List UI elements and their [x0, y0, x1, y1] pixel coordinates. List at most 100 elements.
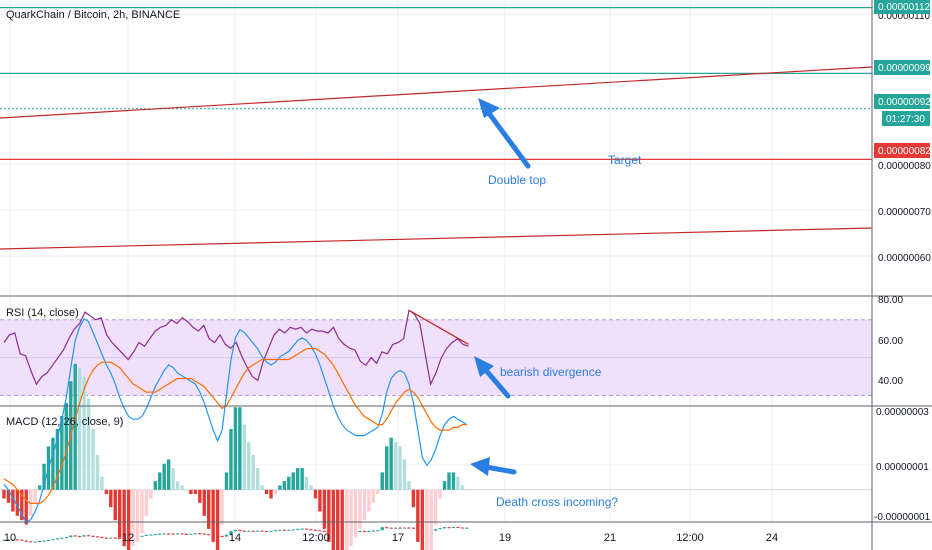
- macd-hist-bar: [24, 489, 28, 525]
- macd-hist-bar: [344, 489, 349, 550]
- macd-hist-bar: [233, 407, 238, 490]
- rsi-tick: 60.00: [878, 336, 903, 347]
- candle-body: [198, 533, 202, 535]
- candle-body: [175, 533, 180, 535]
- signal-line: [3, 348, 467, 504]
- macd-hist-bar: [64, 402, 68, 490]
- macd-hist-bar: [135, 489, 140, 542]
- candle-body: [69, 535, 73, 538]
- macd-hist-bar: [122, 489, 126, 547]
- macd-hist-bar: [420, 489, 424, 550]
- candle-body: [442, 527, 447, 529]
- macd-hist-bar: [296, 468, 300, 490]
- macd-hist-bar: [215, 489, 220, 550]
- rsi-tick: 40.00: [878, 376, 903, 387]
- candle-body: [140, 535, 144, 537]
- macd-hist-bar: [140, 489, 144, 534]
- macd-hist-bar: [442, 481, 447, 490]
- candle-body: [300, 528, 304, 530]
- macd-hist-bar: [278, 485, 282, 490]
- rsi-divergence-line: [408, 309, 469, 345]
- macd-line: [3, 317, 468, 524]
- macd-hist-bar: [229, 428, 233, 490]
- macd-hist-bar: [322, 489, 327, 529]
- candle-body: [2, 539, 6, 541]
- macd-hist-bar: [153, 481, 157, 490]
- macd-hist-bar: [37, 485, 42, 490]
- macd-hist-bar: [327, 489, 331, 542]
- candle-body: [451, 526, 456, 528]
- bearish-divergence-label: bearish divergence: [500, 365, 602, 379]
- price-badge-092: 0.00000092: [878, 97, 931, 108]
- candle-body: [60, 537, 64, 539]
- macd-hist-bar: [211, 489, 215, 542]
- macd-hist-bar: [247, 442, 251, 490]
- candle-body: [184, 533, 189, 535]
- time-tick: 17: [392, 532, 404, 544]
- macd-panel: [0, 317, 872, 550]
- macd-hist-bar: [429, 489, 433, 550]
- macd-hist-bar: [175, 481, 180, 490]
- rsi-panel-title: RSI (14, close): [6, 307, 79, 319]
- macd-tick: 0.00000003: [876, 407, 929, 418]
- macd-hist-bar: [371, 489, 376, 503]
- macd-hist-bar: [269, 489, 273, 499]
- macd-hist-bar: [224, 472, 229, 490]
- macd-hist-bar: [309, 485, 313, 490]
- macd-hist-bar: [264, 489, 269, 495]
- candle-body: [371, 530, 375, 532]
- candle-body: [6, 539, 11, 541]
- macd-hist-bar: [86, 398, 91, 490]
- price-tick: 0.00000110: [878, 11, 931, 22]
- candle-body: [247, 530, 251, 532]
- time-tick: 24: [766, 532, 778, 544]
- double-top-label: Double top: [488, 173, 546, 187]
- time-tick: 12:00: [302, 532, 330, 544]
- macd-hist-bar: [42, 463, 46, 490]
- candle-body: [313, 529, 318, 531]
- price-badges: 0.00000112 0.00000099 0.00000092 01:27:3…: [874, 0, 931, 158]
- rsi-panel: [0, 309, 872, 397]
- candle-body: [447, 527, 451, 529]
- time-tick: 12: [122, 532, 134, 544]
- candle-body: [394, 527, 398, 529]
- candle-body: [100, 537, 104, 539]
- candle-body: [273, 530, 278, 532]
- time-tick: 12:00: [676, 532, 704, 544]
- macd-hist-bar: [189, 489, 193, 495]
- macd-hist-bar: [367, 489, 371, 512]
- price-badge-092-bg: [874, 94, 930, 109]
- macd-hist-bar: [407, 481, 411, 490]
- macd-hist-bar: [385, 446, 389, 490]
- macd-hist-bar: [144, 489, 149, 516]
- macd-hist-bar: [180, 485, 184, 490]
- macd-hist-bar: [353, 489, 358, 538]
- macd-hist-bar: [273, 489, 278, 495]
- candle-body: [242, 530, 246, 532]
- candle-body: [95, 536, 100, 538]
- candle-body: [171, 533, 175, 535]
- candle-body: [118, 538, 122, 540]
- candle-body: [109, 537, 113, 539]
- candle-body: [269, 530, 273, 532]
- price-axis-ticks: 0.00000110 0.00000080 0.00000070 0.00000…: [878, 11, 931, 264]
- macd-hist-bar: [287, 476, 291, 490]
- arrow-double-top: [485, 109, 531, 169]
- candle-body: [162, 533, 166, 535]
- candle-body: [86, 535, 91, 537]
- death-cross-label: Death cross incoming?: [496, 495, 618, 509]
- candle-body: [46, 539, 51, 541]
- macd-hist-bar: [362, 489, 367, 521]
- candle-body: [389, 527, 393, 529]
- macd-hist-bar: [73, 363, 77, 490]
- candle-body: [309, 529, 313, 531]
- arrow-death-cross: [483, 464, 517, 475]
- macd-hist-bar: [131, 489, 135, 547]
- macd-hist-bar: [202, 489, 206, 516]
- candle-body: [460, 527, 464, 529]
- macd-hist-bar: [336, 489, 340, 550]
- macd-histogram: [2, 363, 469, 550]
- macd-hist-bar: [158, 472, 162, 490]
- candle-body: [385, 527, 389, 529]
